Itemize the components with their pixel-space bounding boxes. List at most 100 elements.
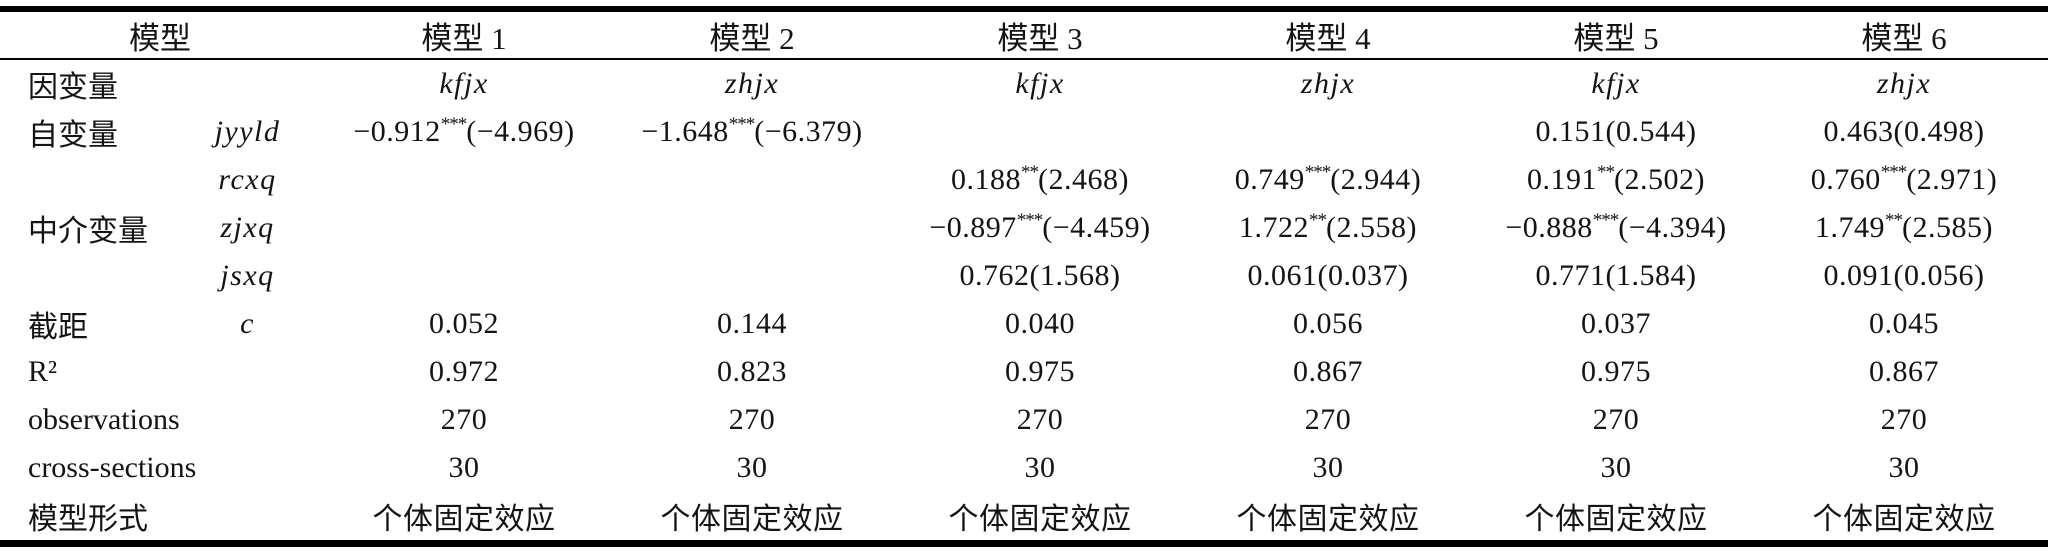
value-cell: 270 <box>1592 403 1640 436</box>
variable-name <box>175 492 320 544</box>
value-cell: 1.749**(2.585) <box>1815 210 1993 244</box>
value-cell <box>608 252 896 300</box>
value-cell: 0.052 <box>429 307 499 340</box>
value-cell <box>608 204 896 252</box>
value-cell: zhjx <box>1876 67 1932 100</box>
value-cell: 270 <box>1304 403 1352 436</box>
regression-results-table: 模型 模型 1 模型 2 模型 3 模型 4 模型 5 模型 6 因变量 kfjx… <box>0 6 2048 547</box>
value-cell: 0.056 <box>1293 307 1363 340</box>
value-cell: 0.151(0.544) <box>1535 115 1697 148</box>
value-cell: 0.975 <box>1005 355 1075 388</box>
value-cell: 0.760***(2.971) <box>1810 162 1998 196</box>
row-label: 模型形式 <box>28 503 148 536</box>
value-cell: 30 <box>448 451 480 484</box>
value-cell: 0.037 <box>1581 307 1651 340</box>
table-row: 模型形式 个体固定效应 个体固定效应 个体固定效应 个体固定效应 个体固定效应 个体固定效应 <box>0 492 2048 544</box>
variable-name <box>175 59 320 108</box>
value-cell: 30 <box>1024 451 1056 484</box>
value-cell: 0.762(1.568) <box>959 259 1121 292</box>
value-cell: 个体固定效应 <box>948 503 1132 536</box>
value-cell: 个体固定效应 <box>372 503 556 536</box>
value-cell: 0.867 <box>1869 355 1939 388</box>
table-row: 中介变量 zjxq −0.897***(−4.459) 1.722**(2.558) −… <box>0 204 2048 252</box>
value-cell: 个体固定效应 <box>1236 503 1420 536</box>
value-cell: 30 <box>736 451 768 484</box>
value-cell: 0.771(1.584) <box>1535 259 1697 292</box>
value-cell: 270 <box>1880 403 1928 436</box>
table-row: rcxq 0.188**(2.468) 0.749***(2.944) 0.191**… <box>0 156 2048 204</box>
variable-name <box>175 396 320 444</box>
table-body: 因变量 kfjx zhjx kfjx zhjx kfjx zhjx 自变量 jyyld −0.91… <box>0 59 2048 544</box>
value-cell: 30 <box>1600 451 1632 484</box>
table-row: cross-sections 30 30 30 30 30 30 <box>0 444 2048 492</box>
variable-name: rcxq <box>218 163 277 196</box>
value-cell: 270 <box>728 403 776 436</box>
value-cell: 0.091(0.056) <box>1823 259 1985 292</box>
value-cell: 0.144 <box>717 307 787 340</box>
header-model-6: 模型 6 <box>1760 9 2048 60</box>
table-row: observations 270 270 270 270 270 270 <box>0 396 2048 444</box>
variable-name: zjxq <box>220 211 275 244</box>
value-cell: 个体固定效应 <box>1524 503 1708 536</box>
header-row: 模型 模型 1 模型 2 模型 3 模型 4 模型 5 模型 6 <box>0 9 2048 60</box>
value-cell <box>608 156 896 204</box>
value-cell: 0.749***(2.944) <box>1234 162 1422 196</box>
variable-name: jsxq <box>220 259 275 292</box>
table-row: 截距 c 0.052 0.144 0.040 0.056 0.037 0.045 <box>0 300 2048 348</box>
value-cell: −0.888***(−4.394) <box>1505 210 1727 244</box>
header-model-2: 模型 2 <box>608 9 896 60</box>
variable-name: c <box>240 307 255 340</box>
header-model-label: 模型 <box>0 9 320 60</box>
row-label: observations <box>28 403 180 436</box>
row-label: 中介变量 <box>28 215 148 248</box>
row-label: cross-sections <box>28 451 197 484</box>
row-label: 截距 <box>28 311 88 344</box>
value-cell: 0.191**(2.502) <box>1527 162 1705 196</box>
row-label: R² <box>28 355 58 388</box>
table-row: R² 0.972 0.823 0.975 0.867 0.975 0.867 <box>0 348 2048 396</box>
value-cell: 0.045 <box>1869 307 1939 340</box>
value-cell <box>320 252 608 300</box>
value-cell <box>896 108 1184 156</box>
table-row: 因变量 kfjx zhjx kfjx zhjx kfjx zhjx <box>0 59 2048 108</box>
value-cell: 0.975 <box>1581 355 1651 388</box>
value-cell: 1.722**(2.558) <box>1239 210 1417 244</box>
value-cell: −1.648***(−6.379) <box>641 114 863 148</box>
row-label: 自变量 <box>28 119 118 152</box>
value-cell: zhjx <box>1300 67 1356 100</box>
variable-name <box>175 444 320 492</box>
value-cell: −0.897***(−4.459) <box>929 210 1151 244</box>
header-model-1: 模型 1 <box>320 9 608 60</box>
value-cell: zhjx <box>724 67 780 100</box>
value-cell: 0.188**(2.468) <box>951 162 1129 196</box>
value-cell: 0.972 <box>429 355 499 388</box>
value-cell: 270 <box>1016 403 1064 436</box>
value-cell: −0.912***(−4.969) <box>353 114 575 148</box>
variable-name <box>175 348 320 396</box>
value-cell: 270 <box>440 403 488 436</box>
header-model-3: 模型 3 <box>896 9 1184 60</box>
variable-name: jyyld <box>214 115 281 148</box>
value-cell <box>320 204 608 252</box>
value-cell: 0.823 <box>717 355 787 388</box>
row-label: 因变量 <box>28 71 118 104</box>
value-cell: 0.061(0.037) <box>1247 259 1409 292</box>
value-cell: kfjx <box>439 67 489 100</box>
row-label <box>0 252 175 300</box>
value-cell: 个体固定效应 <box>660 503 844 536</box>
value-cell <box>1184 108 1472 156</box>
value-cell: 0.867 <box>1293 355 1363 388</box>
value-cell: 个体固定效应 <box>1812 503 1996 536</box>
value-cell: 0.463(0.498) <box>1823 115 1985 148</box>
value-cell: 0.040 <box>1005 307 1075 340</box>
table-row: 自变量 jyyld −0.912***(−4.969) −1.648***(−6.37… <box>0 108 2048 156</box>
row-label <box>0 156 175 204</box>
value-cell: kfjx <box>1015 67 1065 100</box>
value-cell: 30 <box>1312 451 1344 484</box>
header-model-4: 模型 4 <box>1184 9 1472 60</box>
value-cell <box>320 156 608 204</box>
header-model-5: 模型 5 <box>1472 9 1760 60</box>
value-cell: 30 <box>1888 451 1920 484</box>
value-cell: kfjx <box>1591 67 1641 100</box>
